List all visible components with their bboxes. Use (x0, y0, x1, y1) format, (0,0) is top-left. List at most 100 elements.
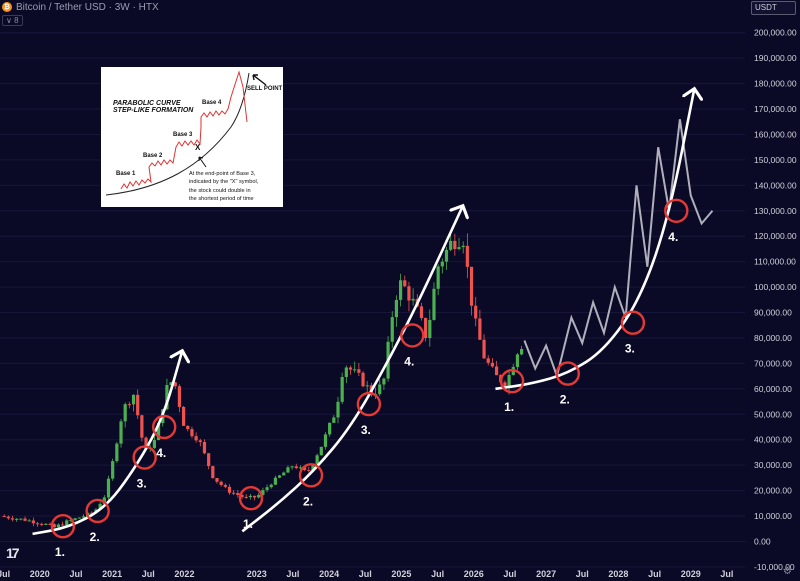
base-point-label: 1. (504, 400, 514, 414)
inset-sell-point: SELL POINT (247, 86, 283, 92)
candles (2, 233, 524, 529)
candle-body (48, 523, 52, 525)
candle-body (223, 484, 227, 487)
base-point-label: 3. (361, 423, 371, 437)
currency-badge[interactable]: USDT (751, 1, 796, 15)
base-points: 1. 2. 3. 4. 1. 2. 3. 4. 1. 2. 3. 4. (50, 198, 689, 559)
candle-body (394, 299, 399, 318)
symbol-title[interactable]: Bitcoin / Tether USD · 3W · HTX (16, 1, 159, 13)
candle-body (182, 406, 186, 426)
candle-body (232, 492, 236, 494)
candle-body (211, 466, 215, 479)
candle-body (428, 319, 432, 339)
candle-body (486, 358, 490, 363)
candle-body (503, 382, 507, 388)
candle-body (444, 249, 449, 262)
base-point-label: 2. (560, 393, 570, 407)
bitcoin-logo-icon: ₿ (2, 2, 12, 12)
y-tick-label: 190,000.00 (754, 53, 797, 63)
base-circle (238, 486, 264, 511)
y-tick-label: 50,000.00 (754, 409, 792, 419)
candle-body (382, 378, 386, 385)
candle-body (31, 520, 35, 524)
parabolic-curves (32, 89, 695, 536)
base-circle (132, 445, 157, 470)
candle-body (6, 516, 10, 519)
y-tick-label: 20,000.00 (754, 486, 792, 496)
candle-body (469, 266, 474, 306)
base-circle (400, 323, 425, 348)
indicator-count: 8 (14, 16, 19, 25)
candle-body (123, 404, 127, 422)
candle-body (52, 524, 56, 528)
inset-base-4: Base 4 (202, 100, 222, 106)
x-tick-label: Jul (576, 569, 589, 579)
candle-body (294, 466, 298, 469)
base-circle (298, 463, 324, 488)
base-point-label: 3. (625, 342, 635, 356)
base-circle (664, 198, 689, 223)
candle-body (65, 520, 69, 526)
indicator-toggle[interactable]: ∨ 8 (2, 15, 23, 26)
projection-line (523, 119, 714, 380)
y-tick-label: 10,000.00 (754, 511, 792, 521)
candle-body (207, 453, 211, 467)
candle-body (215, 478, 219, 482)
inset-note: At the end-point of Base 3, indicated by… (189, 171, 259, 203)
y-tick-label: 80,000.00 (754, 333, 792, 343)
candle-body (40, 523, 44, 525)
candle-body (23, 518, 27, 521)
y-tick-label: 70,000.00 (754, 358, 792, 368)
y-tick-label: 160,000.00 (754, 129, 797, 139)
x-tick-label: Jul (431, 569, 444, 579)
y-tick-label: 0.00 (754, 536, 771, 546)
gear-icon[interactable]: ⚙ (783, 566, 792, 577)
candle-body (461, 245, 465, 248)
candle-body (265, 487, 269, 491)
y-tick-label: 110,000.00 (754, 257, 796, 267)
candle-body (482, 339, 486, 359)
base-circle (555, 361, 580, 386)
candle-body (436, 266, 440, 289)
y-tick-label: 140,000.00 (754, 180, 797, 190)
base-point-label: 4. (156, 446, 166, 460)
tradingview-logo-icon: 17 (6, 545, 20, 561)
candle-body (2, 516, 6, 518)
candle-body (236, 493, 240, 495)
candle-body (440, 261, 444, 267)
candle-body (507, 374, 511, 388)
y-tick-label: -10,000.00 (754, 562, 795, 572)
x-tick-label: 2022 (174, 569, 194, 579)
y-tick-label: 120,000.00 (754, 231, 797, 241)
candle-body (390, 317, 394, 342)
candle-body (365, 385, 369, 387)
candle-body (19, 518, 23, 520)
candle-body (186, 425, 190, 430)
y-tick-label: 100,000.00 (754, 282, 797, 292)
x-tick-label: 2026 (464, 569, 484, 579)
base-point-label: 4. (668, 230, 678, 244)
candle-body (269, 484, 273, 488)
base-point-label: 1. (55, 545, 65, 559)
chart-header: ₿ Bitcoin / Tether USD · 3W · HTX (0, 0, 159, 14)
candle-body (315, 455, 319, 465)
candle-body (323, 434, 328, 447)
candle-body (282, 472, 286, 476)
x-tick-label: 2020 (30, 569, 50, 579)
base-circle (85, 498, 110, 524)
candle-body (307, 469, 311, 471)
inset-steps (120, 70, 248, 190)
candle-body (127, 404, 131, 406)
price-axis[interactable]: -10,000.00 0.00 10,000.00 20,000.00 30,000.0… (754, 28, 797, 572)
candle-body (357, 369, 361, 373)
candle-body (432, 288, 436, 320)
candle-body (177, 386, 182, 407)
candle-body (378, 384, 382, 395)
candle-body (303, 467, 307, 470)
candle-body (27, 520, 31, 522)
candle-body (10, 518, 15, 520)
x-tick-label: Jul (359, 569, 372, 579)
time-axis[interactable]: Jul 2020 Jul 2021 Jul 2022 2023 Jul 2024 Jul 2025 J… (0, 569, 733, 579)
candle-body (424, 318, 428, 339)
